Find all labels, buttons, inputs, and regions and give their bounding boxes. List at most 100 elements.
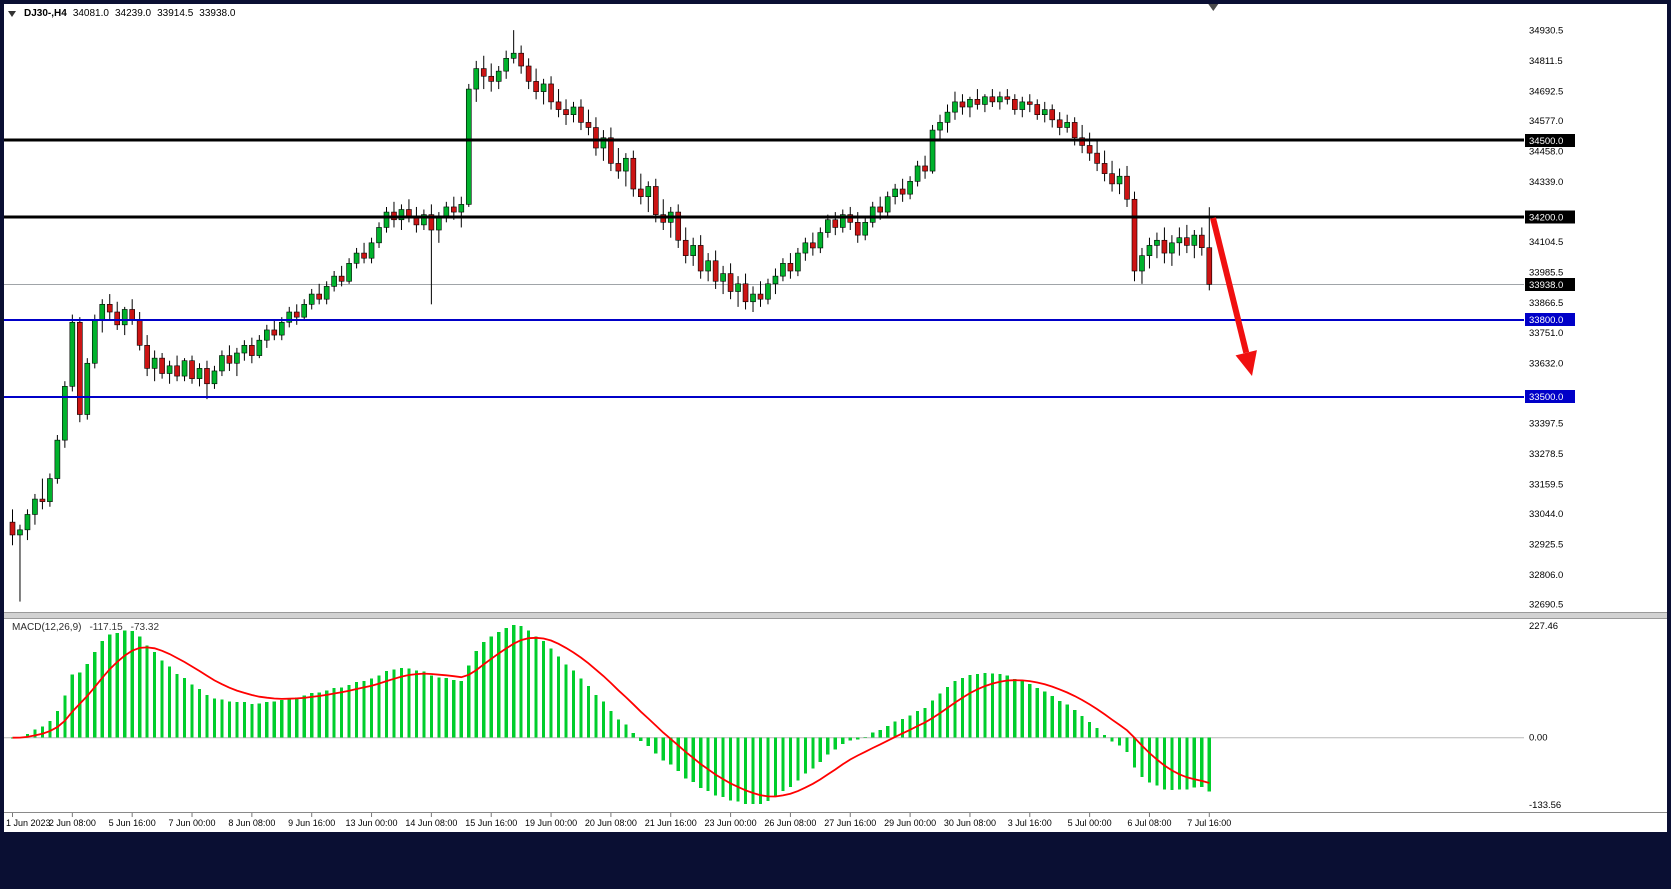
- price-tick-label: 34458.0: [1529, 147, 1563, 158]
- candle-body: [1124, 175, 1130, 200]
- macd-histogram-bar: [609, 710, 613, 738]
- macd-histogram-bar: [48, 720, 52, 738]
- macd-histogram-bar: [871, 732, 875, 738]
- candle-body: [189, 360, 195, 379]
- macd-histogram-bar: [392, 669, 396, 738]
- macd-histogram-bar: [631, 733, 635, 738]
- macd-histogram-bar: [811, 737, 815, 769]
- candle-body: [91, 319, 98, 364]
- macd-histogram-bar: [212, 698, 217, 738]
- macd-info-bar: MACD(12,26,9) -117.15 -73.32: [12, 622, 159, 633]
- ohlc-high: 34239.0: [114, 8, 152, 19]
- annotations-layer: [1208, 4, 1257, 376]
- time-tick-label: 15 Jun 16:00: [465, 818, 517, 828]
- macd-axis-label: 227.46: [1529, 621, 1558, 632]
- candle-body: [630, 157, 637, 190]
- svg-text:33800.0: 33800.0: [1529, 315, 1563, 326]
- candle-body: [54, 439, 61, 479]
- time-tick-label: 23 Jun 00:00: [705, 818, 757, 828]
- macd-histogram-bar: [803, 737, 807, 774]
- candle-body: [1019, 101, 1026, 110]
- macd-histogram-bar: [1095, 728, 1099, 738]
- macd-histogram-bar: [332, 687, 336, 738]
- candle-body: [869, 206, 876, 223]
- macd-histogram-bar: [624, 724, 628, 738]
- macd-histogram-bar: [728, 737, 733, 801]
- macd-histogram-bar: [1185, 737, 1189, 790]
- candle-body: [982, 96, 988, 105]
- candle-body: [585, 122, 592, 128]
- candle-body: [727, 273, 734, 292]
- candle-body: [1101, 163, 1108, 174]
- candle-body: [839, 214, 846, 228]
- candle-body: [518, 52, 524, 67]
- candle-body: [47, 478, 53, 502]
- time-tick-label: 20 Jun 08:00: [585, 818, 637, 828]
- macd-histogram-bar: [272, 701, 276, 738]
- chart-shift-marker[interactable]: [1208, 4, 1219, 11]
- macd-histogram-bar: [833, 737, 837, 750]
- candle-body: [600, 137, 607, 149]
- time-tick-label: 5 Jun 16:00: [109, 818, 156, 828]
- price-tick-label: 33397.5: [1529, 418, 1563, 429]
- candle-body: [323, 286, 330, 300]
- candle-body: [1139, 255, 1145, 272]
- candle-body: [1184, 237, 1190, 246]
- macd-axis-label: -133.56: [1529, 800, 1561, 811]
- chart-dropdown-icon[interactable]: [8, 10, 16, 17]
- macd-histogram-bar: [93, 651, 97, 738]
- candle-body: [480, 68, 487, 77]
- candle-body: [1012, 99, 1018, 110]
- candle-body: [219, 355, 225, 372]
- price-tick-label: 33278.5: [1529, 449, 1563, 460]
- candle-body: [465, 88, 472, 205]
- candle-body: [62, 386, 68, 441]
- candle-body: [787, 263, 794, 272]
- trend-arrow[interactable]: [1210, 217, 1257, 376]
- candle-body: [697, 245, 704, 272]
- svg-text:34200.0: 34200.0: [1529, 213, 1563, 224]
- macd-panel[interactable]: 227.46 0.00 -133.56: [4, 612, 1667, 811]
- macd-histogram-bar: [1192, 737, 1196, 788]
- macd-histogram-bar: [33, 729, 37, 738]
- macd-histogram-bar: [1065, 704, 1069, 738]
- macd-histogram-bar: [182, 678, 187, 738]
- candle-body: [1086, 145, 1093, 154]
- panel-splitter[interactable]: [4, 612, 1667, 619]
- macd-histogram-bar: [594, 695, 598, 738]
- candle-body: [555, 101, 562, 110]
- macd-histogram-bar: [145, 645, 149, 738]
- price-axis[interactable]: 34930.5 34811.5 34692.5 34577.0 34458.0 34339…: [1525, 26, 1575, 611]
- macd-histogram-bar: [841, 737, 845, 744]
- macd-histogram-bar: [706, 737, 710, 791]
- macd-histogram-bar: [1102, 734, 1107, 738]
- time-tick-label: 19 Jun 00:00: [525, 818, 577, 828]
- macd-histogram-bar: [429, 675, 433, 738]
- candle-body: [368, 242, 375, 259]
- macd-histogram-bar: [975, 674, 980, 738]
- price-tick-label: 33866.5: [1529, 298, 1563, 309]
- candle-body: [1034, 104, 1041, 115]
- time-tick-label: 8 Jun 08:00: [228, 818, 275, 828]
- macd-axis-label: 0.00: [1529, 733, 1548, 744]
- macd-histogram-bar: [654, 737, 658, 754]
- price-badge-34500.0: 34500.0: [1525, 133, 1575, 147]
- macd-histogram-bar: [497, 632, 501, 738]
- macd-histogram-bar: [669, 737, 673, 765]
- macd-histogram-bar: [1110, 737, 1114, 742]
- macd-histogram-bar: [519, 625, 523, 738]
- macd-histogram-bar: [901, 719, 905, 738]
- candle-body: [854, 222, 861, 236]
- macd-histogram-bar: [310, 693, 314, 738]
- candle-body: [1206, 247, 1213, 285]
- candle-body: [1116, 175, 1123, 185]
- chart-canvas[interactable]: 34930.5 34811.5 34692.5 34577.0 34458.0 34339…: [4, 4, 1667, 832]
- candle-body: [533, 81, 539, 92]
- candle-body: [780, 263, 786, 277]
- macd-histogram-bar: [856, 737, 860, 740]
- macd-histogram-bar: [1207, 737, 1211, 792]
- candle-body: [1199, 234, 1205, 248]
- macd-histogram-bar: [983, 673, 987, 738]
- ohlc-open: 34081.0: [72, 8, 109, 19]
